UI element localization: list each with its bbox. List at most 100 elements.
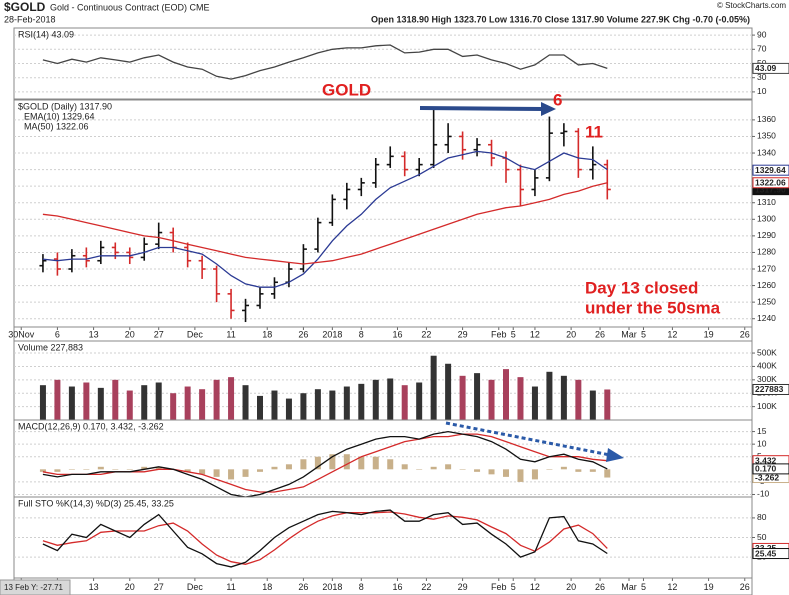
line <box>42 44 608 80</box>
bar <box>401 464 408 470</box>
x-tick-label: 16 <box>392 582 402 592</box>
ohlc-bar <box>242 298 250 323</box>
x-tick-label: 27 <box>154 329 164 339</box>
ohlc-bar <box>372 157 380 188</box>
bar <box>68 469 75 470</box>
x-tick-label: 27 <box>154 582 164 592</box>
series-label: MA(50) 1322.06 <box>24 121 89 131</box>
bar <box>517 377 524 420</box>
arrow <box>419 102 556 116</box>
ohlc-bar <box>357 177 365 197</box>
x-tick-label: 22 <box>421 329 431 339</box>
x-tick-label: 12 <box>667 582 677 592</box>
ohlc-bar <box>256 287 264 309</box>
ohlc-bar <box>545 116 553 182</box>
bar <box>589 390 596 420</box>
y-tick-label: 1250 <box>757 296 776 306</box>
value-tag-label: 1329.64 <box>755 165 786 175</box>
bar <box>343 454 350 470</box>
x-tick-label: Dec <box>187 582 204 592</box>
bar <box>300 459 307 470</box>
credit: © StockCharts.com <box>717 1 786 10</box>
ohlc-bar <box>531 169 539 197</box>
x-tick-label: 20 <box>125 582 135 592</box>
bar <box>575 379 582 420</box>
bar <box>503 369 509 420</box>
panel-label: Full STO %K(14,3) %D(3) 25.45, 33.25 <box>18 498 174 508</box>
ohlc-bar <box>198 255 206 279</box>
series-label: EMA(10) 1329.64 <box>24 111 95 121</box>
x-tick-label: 26 <box>298 329 308 339</box>
bar <box>329 454 336 470</box>
y-tick-label: 50 <box>757 58 767 68</box>
bar <box>358 383 365 420</box>
ohlc-bar <box>560 123 568 147</box>
bar <box>213 469 220 477</box>
x-tick-label: 18 <box>262 582 272 592</box>
x-tick-label: 8 <box>359 329 364 339</box>
x-tick-label: 8 <box>359 582 364 592</box>
bar <box>228 377 235 420</box>
bar <box>546 469 553 470</box>
ohlc-bar <box>82 247 90 268</box>
bar <box>488 379 495 420</box>
panel-label: Volume 227,883 <box>18 342 83 352</box>
panel <box>13 99 753 328</box>
bar <box>97 466 104 470</box>
bar <box>285 398 292 420</box>
ohlc-bar <box>430 109 438 168</box>
ohlc-bar <box>184 242 192 268</box>
y-tick-label: 70 <box>757 44 767 54</box>
cursor-readout: 13 Feb Y: -27.71 <box>4 583 64 592</box>
bar <box>54 469 61 472</box>
value-tag-label: 25.45 <box>755 548 777 558</box>
x-tick-label: 20 <box>566 329 576 339</box>
ohlc-bar <box>155 222 163 250</box>
bar <box>184 469 191 472</box>
x-tick-label: 29 <box>458 329 468 339</box>
symbol: $GOLD <box>4 0 46 14</box>
y-tick-label: -10 <box>757 489 770 499</box>
line <box>42 430 608 498</box>
bar <box>242 469 249 477</box>
value-tag-label: 3.432 <box>755 455 777 465</box>
bar <box>445 363 452 420</box>
y-tick-label: 1270 <box>757 263 776 273</box>
ohlc-bar <box>516 164 524 207</box>
bar <box>589 469 596 472</box>
bar <box>372 456 379 470</box>
bar <box>242 385 249 420</box>
bar <box>531 469 538 480</box>
x-tick-label: 5 <box>641 329 646 339</box>
bar <box>300 393 307 420</box>
line <box>42 433 608 493</box>
x-tick-label: 12 <box>667 329 677 339</box>
x-tick-label: Dec <box>187 329 204 339</box>
y-tick-label: 90 <box>757 29 767 39</box>
ohlc-bar <box>574 128 582 178</box>
x-tick-label: 22 <box>421 582 431 592</box>
y-tick-label: 10 <box>757 438 767 448</box>
bar <box>314 389 321 420</box>
bar <box>387 459 394 470</box>
annotation: Day 13 closed <box>585 278 698 297</box>
bar <box>459 375 466 420</box>
panel <box>13 419 753 498</box>
bar <box>372 379 379 420</box>
y-tick-label: 1310 <box>757 197 776 207</box>
value-tag-label: 0.170 <box>755 464 777 474</box>
bar <box>68 386 75 420</box>
x-tick-label: 19 <box>704 329 714 339</box>
instrument-name: Gold - Continuous Contract (EOD) CME <box>50 2 210 12</box>
bar <box>184 386 191 420</box>
x-tick-label: 2018 <box>322 329 342 339</box>
ohlc-bar <box>270 277 278 299</box>
value-tag <box>752 62 789 74</box>
bar <box>546 371 553 420</box>
ohlc-bar <box>401 151 409 177</box>
x-tick-label: Feb <box>491 582 507 592</box>
bar <box>604 469 611 478</box>
bar <box>488 469 495 475</box>
bar <box>531 386 538 420</box>
